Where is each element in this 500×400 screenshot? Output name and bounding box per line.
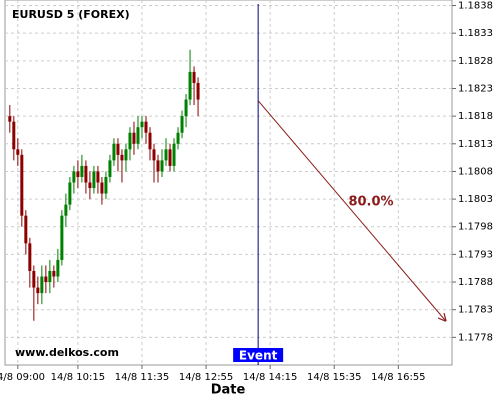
candle-body bbox=[188, 71, 192, 100]
x-tick-label: 14/8 15:35 bbox=[307, 372, 361, 383]
candle-body bbox=[152, 149, 156, 161]
y-tick-label: 1.1783 bbox=[458, 305, 493, 316]
candle-body bbox=[96, 171, 100, 183]
candle-body bbox=[88, 182, 92, 189]
candle-body bbox=[40, 276, 44, 294]
y-tick-label: 1.1803 bbox=[458, 194, 493, 205]
candle-body bbox=[12, 121, 16, 150]
chart-title: EURUSD 5 (FOREX) bbox=[12, 8, 130, 21]
y-tick-label: 1.1798 bbox=[458, 222, 493, 233]
candle-body bbox=[184, 99, 188, 117]
event-label-box bbox=[233, 348, 284, 362]
candle-body bbox=[172, 143, 176, 166]
y-tick-label: 1.1823 bbox=[458, 83, 493, 94]
candle-body bbox=[16, 149, 20, 155]
y-tick-label: 1.1808 bbox=[458, 166, 493, 177]
y-tick-label: 1.1833 bbox=[458, 28, 493, 39]
candle-body bbox=[64, 204, 68, 216]
candle-body bbox=[24, 215, 28, 244]
candle-body bbox=[56, 259, 60, 277]
candle-body bbox=[36, 287, 40, 294]
y-tick-label: 1.1828 bbox=[458, 56, 493, 67]
projection-arrow bbox=[257, 100, 445, 321]
x-tick-label: 14/8 16:55 bbox=[371, 372, 425, 383]
candle-body bbox=[144, 121, 148, 133]
candle-body bbox=[8, 116, 12, 122]
candle-body bbox=[176, 132, 180, 144]
candle-body bbox=[112, 143, 116, 161]
candle-body bbox=[116, 143, 120, 155]
x-tick-label: 14/8 09:00 bbox=[0, 372, 45, 383]
candle-body bbox=[124, 149, 128, 161]
candle-body bbox=[140, 121, 144, 128]
y-tick-label: 1.1818 bbox=[458, 111, 493, 122]
x-axis-label: Date bbox=[211, 383, 246, 398]
candle-body bbox=[84, 165, 88, 183]
candle-body bbox=[20, 154, 24, 216]
y-tick-label: 1.1838 bbox=[458, 1, 493, 12]
candle-body bbox=[180, 116, 184, 133]
y-tick-label: 1.1793 bbox=[458, 249, 493, 260]
candle-body bbox=[28, 243, 32, 271]
candle-body bbox=[100, 182, 104, 194]
candle-body bbox=[92, 171, 96, 189]
candle-body bbox=[148, 132, 152, 150]
x-tick-label: 14/8 11:35 bbox=[115, 372, 169, 383]
candle-body bbox=[120, 154, 124, 161]
candle-body bbox=[168, 149, 172, 166]
candle-body bbox=[192, 71, 196, 83]
x-tick-label: 14/8 14:15 bbox=[243, 372, 297, 383]
y-tick-label: 1.1778 bbox=[458, 332, 493, 343]
candle-body bbox=[44, 276, 48, 283]
candle-body bbox=[160, 160, 164, 172]
candle-body bbox=[136, 127, 140, 144]
candle-body bbox=[104, 176, 108, 194]
candle-body bbox=[156, 160, 160, 172]
candle-body bbox=[196, 82, 200, 100]
candle-body bbox=[80, 165, 84, 177]
x-tick-label: 14/8 10:15 bbox=[51, 372, 105, 383]
candle-body bbox=[48, 270, 52, 283]
candle-body bbox=[132, 132, 136, 144]
y-tick-label: 1.1788 bbox=[458, 277, 493, 288]
candle-body bbox=[32, 270, 36, 288]
y-tick-label: 1.1813 bbox=[458, 139, 493, 150]
candle-body bbox=[52, 270, 56, 277]
candle-body bbox=[128, 132, 132, 150]
candle-body bbox=[76, 171, 80, 177]
watermark: www.delkos.com bbox=[15, 346, 119, 359]
candle-body bbox=[68, 182, 72, 205]
candle-body bbox=[60, 215, 64, 260]
event-label: Event bbox=[239, 349, 278, 363]
candle-body bbox=[108, 160, 112, 177]
candle-body bbox=[72, 171, 76, 183]
plot-area bbox=[4, 0, 453, 366]
projection-label: 80.0% bbox=[348, 195, 393, 210]
x-tick-label: 14/8 12:55 bbox=[179, 372, 233, 383]
candle-body bbox=[164, 149, 168, 161]
